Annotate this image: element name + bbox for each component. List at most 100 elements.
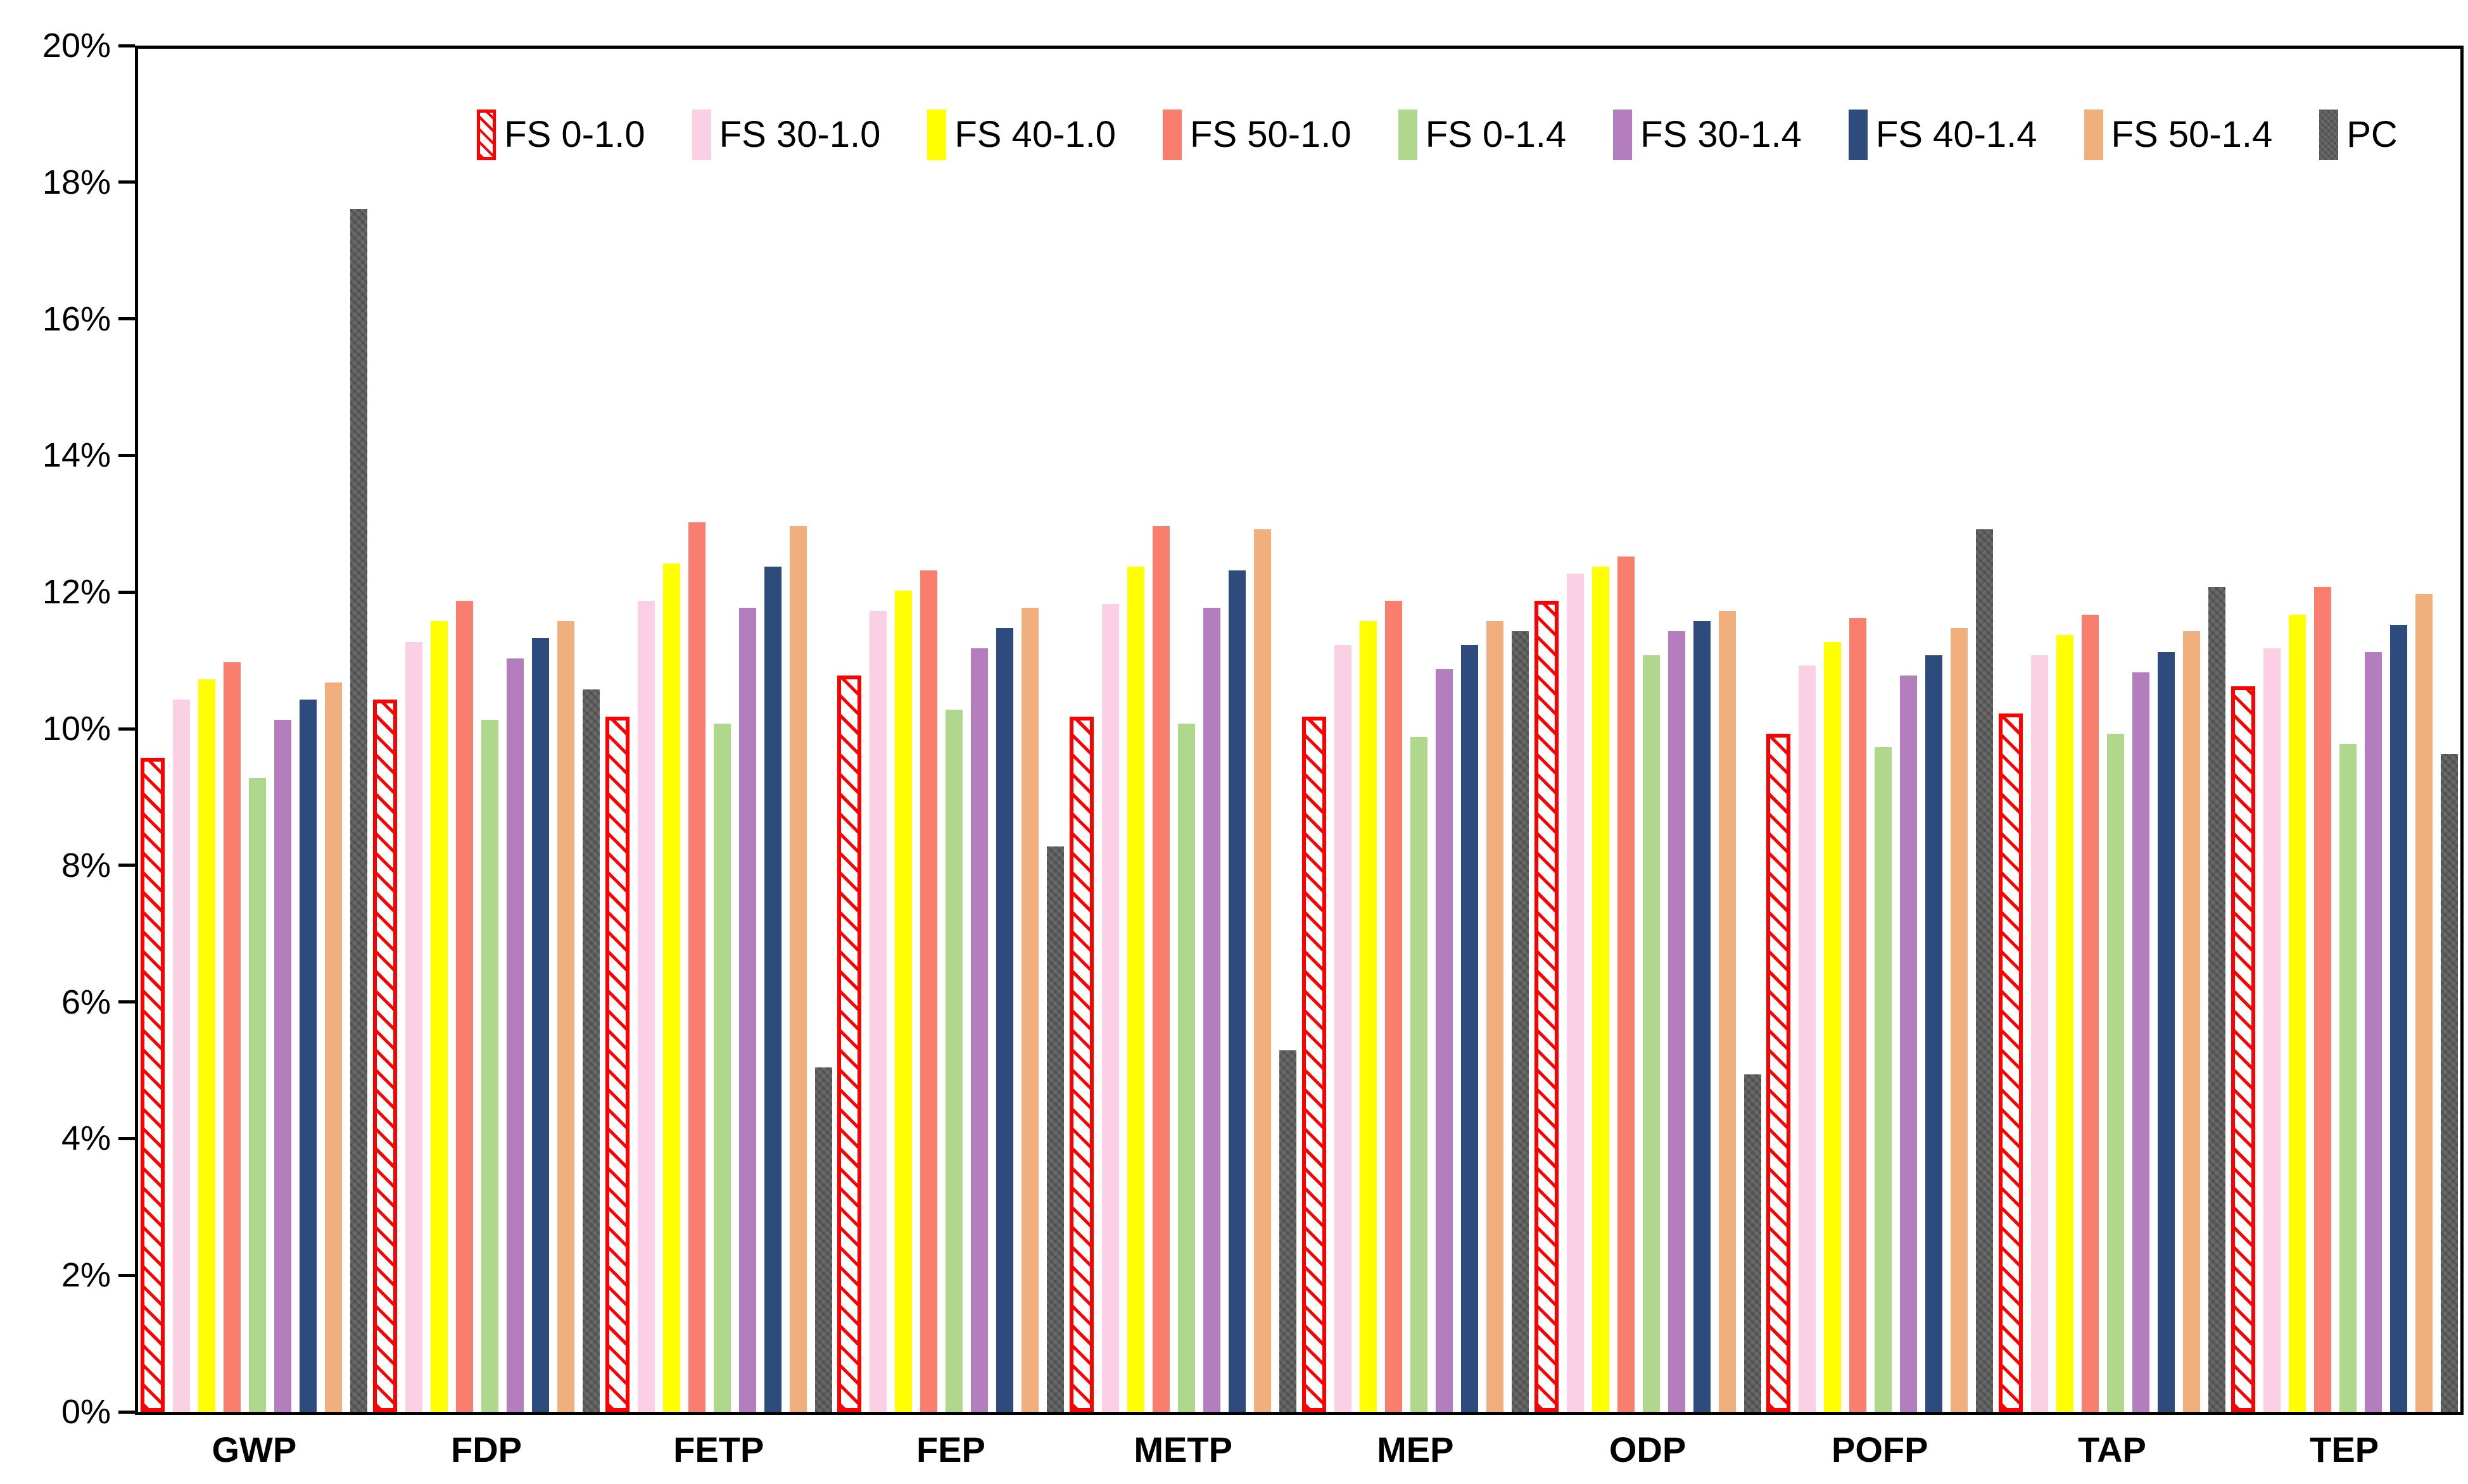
legend-label: FS 30-1.4 (1640, 114, 1802, 155)
bar-group-fetp (602, 49, 835, 1412)
bar-fetp-fs-30-1-0 (637, 600, 655, 1412)
bar-fdp-pc (583, 689, 600, 1412)
legend-item-fs-50-1-0: FS 50-1.0 (1163, 110, 1351, 160)
bar-pofp-fs-30-1-0 (1799, 665, 1816, 1412)
y-tick-label: 4% (61, 1119, 111, 1158)
legend: FS 0-1.0 FS 30-1.0 FS 40-1.0 FS 50-1.0 FS 0-… (273, 110, 2468, 160)
y-tick-mark (118, 1136, 135, 1140)
bar-gwp-fs-0-1-4 (249, 777, 267, 1412)
bar-fdp-fs-30-1-0 (405, 641, 423, 1412)
bar-odp-fs-0-1-4 (1642, 655, 1660, 1412)
y-tick-mark (118, 1000, 135, 1004)
legend-label: PC (2346, 114, 2398, 155)
legend-swatch (1398, 110, 1417, 160)
bar-fdp-fs-0-1-0 (373, 700, 398, 1412)
bar-group-mep (1300, 49, 1532, 1412)
bar-tap-fs-40-1-0 (2056, 634, 2073, 1412)
bar-fetp-pc (814, 1067, 832, 1412)
bar-fdp-fs-50-1-0 (456, 600, 474, 1412)
y-tick-label: 18% (42, 163, 111, 201)
bar-tep-fs-30-1-4 (2364, 651, 2382, 1412)
bar-fep-fs-0-1-0 (837, 676, 862, 1412)
bar-tep-fs-0-1-4 (2339, 744, 2357, 1412)
bar-fep-fs-30-1-4 (971, 648, 989, 1412)
legend-label: FS 50-1.0 (1190, 114, 1351, 155)
bar-pofp-fs-40-1-4 (1925, 655, 1943, 1412)
bar-gwp-fs-30-1-4 (274, 720, 292, 1412)
bar-mep-fs-30-1-4 (1435, 669, 1453, 1412)
bar-tep-fs-50-1-4 (2415, 594, 2433, 1412)
legend-item-fs-0-1-4: FS 0-1.4 (1398, 110, 1566, 160)
y-tick-mark (118, 180, 135, 184)
bar-group-tap (1996, 49, 2229, 1412)
bar-group-fdp (370, 49, 603, 1412)
bar-fep-pc (1047, 846, 1065, 1412)
bar-fetp-fs-0-1-4 (713, 723, 731, 1412)
bar-gwp-fs-50-1-4 (325, 682, 343, 1412)
y-tick-mark (118, 453, 135, 457)
legend-item-fs-30-1-0: FS 30-1.0 (692, 110, 880, 160)
bar-fetp-fs-30-1-4 (738, 607, 756, 1412)
bar-odp-fs-0-1-0 (1534, 600, 1559, 1412)
bar-fdp-fs-30-1-4 (507, 658, 524, 1412)
bar-pofp-fs-40-1-0 (1824, 641, 1842, 1412)
legend-label: FS 0-1.0 (504, 114, 645, 155)
bar-tap-fs-0-1-0 (1998, 713, 2023, 1412)
bar-tep-fs-0-1-0 (2231, 686, 2255, 1412)
bar-fep-fs-40-1-0 (895, 590, 913, 1412)
y-tick-mark (118, 44, 135, 47)
y-tick-label: 2% (61, 1256, 111, 1295)
bar-tep-fs-40-1-4 (2389, 624, 2407, 1412)
bar-metp-pc (1279, 1050, 1297, 1412)
legend-item-fs-40-1-4: FS 40-1.4 (1848, 110, 2037, 160)
plot-area: FS 0-1.0 FS 30-1.0 FS 40-1.0 FS 50-1.0 FS 0-… (135, 46, 2464, 1415)
x-axis-label-fdp: FDP (451, 1430, 522, 1469)
bar-gwp-fs-30-1-0 (173, 700, 191, 1412)
y-tick-mark (118, 1273, 135, 1277)
legend-item-fs-0-1-0: FS 0-1.0 (477, 110, 645, 160)
bar-group-odp (1531, 49, 1764, 1412)
bar-mep-fs-0-1-0 (1301, 716, 1326, 1412)
legend-label: FS 50-1.4 (2111, 114, 2273, 155)
bar-tep-fs-40-1-0 (2288, 614, 2306, 1412)
y-tick-mark (118, 590, 135, 594)
x-axis-label-tep: TEP (2310, 1430, 2379, 1469)
bar-tep-pc (2440, 754, 2458, 1412)
y-tick-label: 0% (61, 1393, 111, 1431)
bar-group-metp (1067, 49, 1300, 1412)
bar-fdp-fs-40-1-0 (431, 621, 448, 1412)
bar-odp-fs-30-1-4 (1667, 631, 1685, 1412)
y-tick-label: 14% (42, 436, 111, 475)
bar-group-fep (835, 49, 1067, 1412)
bar-fep-fs-50-1-4 (1022, 607, 1039, 1412)
bar-odp-fs-50-1-0 (1617, 556, 1635, 1412)
bar-fep-fs-50-1-0 (920, 570, 938, 1412)
legend-swatch (1163, 110, 1182, 160)
bar-mep-pc (1511, 631, 1529, 1412)
bar-gwp-pc (350, 208, 368, 1412)
bar-fep-fs-30-1-0 (870, 611, 887, 1412)
bar-pofp-fs-30-1-4 (1900, 676, 1918, 1412)
legend-item-fs-50-1-4: FS 50-1.4 (2084, 110, 2273, 160)
bar-odp-fs-40-1-4 (1693, 621, 1711, 1412)
bar-group-tep (2228, 49, 2460, 1412)
x-axis-label-pofp: POFP (1832, 1430, 1928, 1469)
bar-tap-pc (2208, 587, 2225, 1412)
bar-pofp-fs-50-1-0 (1849, 617, 1867, 1412)
bar-fdp-fs-0-1-4 (481, 720, 499, 1412)
bar-pofp-fs-50-1-4 (1951, 628, 1968, 1412)
legend-item-pc: PC (2319, 110, 2398, 160)
y-tick-mark (118, 317, 135, 321)
x-axis-label-gwp: GWP (212, 1430, 297, 1469)
bar-group-pofp (1764, 49, 1996, 1412)
bar-fetp-fs-50-1-0 (688, 522, 706, 1412)
y-tick-mark (118, 1410, 135, 1414)
legend-label: FS 40-1.4 (1875, 114, 2037, 155)
bar-pofp-fs-0-1-4 (1875, 747, 1892, 1412)
bar-metp-fs-30-1-4 (1203, 607, 1221, 1412)
legend-swatch (692, 110, 711, 160)
bar-fetp-fs-50-1-4 (789, 525, 807, 1412)
bar-mep-fs-50-1-0 (1384, 600, 1402, 1412)
bar-metp-fs-50-1-4 (1254, 529, 1272, 1412)
